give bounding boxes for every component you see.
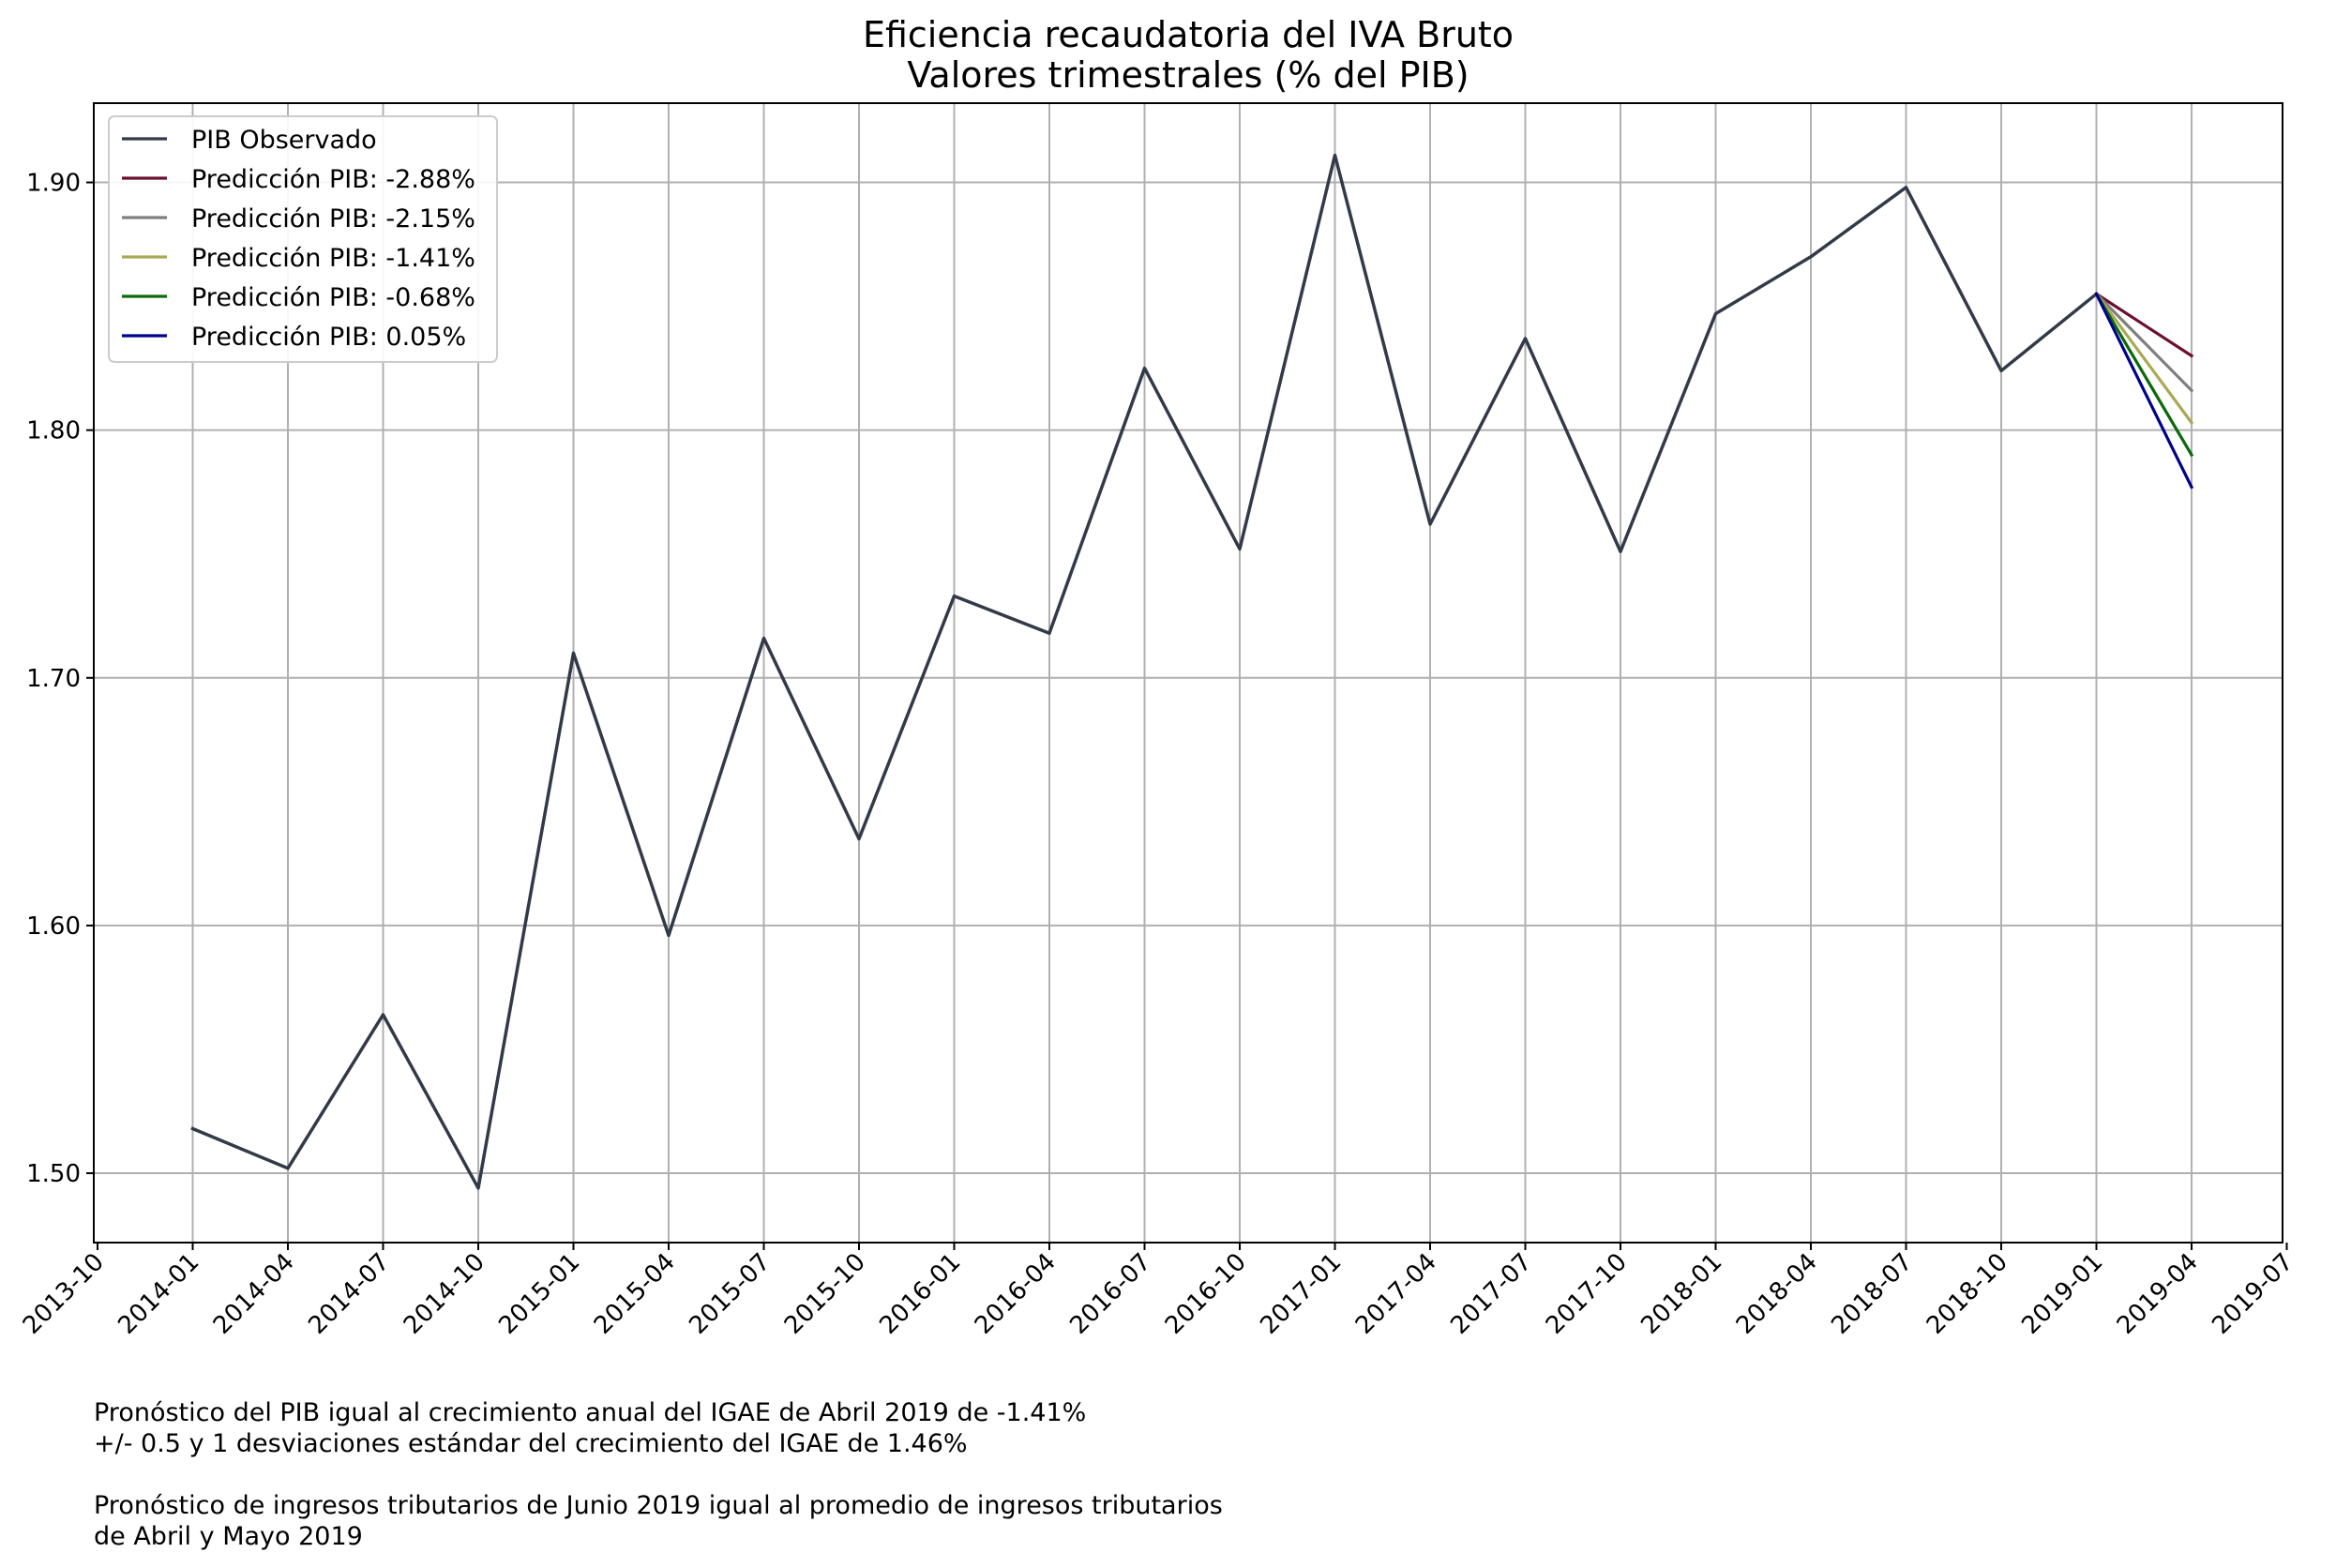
x-axis: 2013-10 2014-01 2014-04 2014-07 2014-10 2015-… (18, 1243, 2298, 1340)
footnotes: Pronóstico del PIB igual al crecimiento … (94, 1397, 1223, 1552)
x-tick-label: 2019-01 (2016, 1248, 2108, 1340)
series-line (2094, 292, 2194, 425)
note-line: Pronóstico del PIB igual al crecimiento … (94, 1398, 1087, 1427)
x-tick-label: 2019-07 (2207, 1248, 2298, 1340)
y-tick-label: 1.60 (26, 912, 81, 941)
series-line (2094, 292, 2194, 490)
y-tick-label: 1.90 (26, 170, 81, 198)
x-tick-label: 2017-04 (1350, 1248, 1442, 1340)
legend-label: PIB Observado (191, 126, 377, 155)
note-line: de Abril y Mayo 2019 (94, 1522, 363, 1551)
series-line (2094, 292, 2194, 358)
x-tick-label: 2018-10 (1922, 1248, 2013, 1340)
x-tick-label: 2016-01 (874, 1248, 966, 1340)
x-tick-label: 2017-10 (1541, 1248, 1633, 1340)
x-tick-label: 2014-04 (208, 1248, 300, 1340)
x-tick-label: 2015-07 (684, 1248, 776, 1340)
x-tick-label: 2016-07 (1064, 1248, 1156, 1340)
series-line (2094, 292, 2194, 393)
series-line (2094, 292, 2194, 458)
x-tick-label: 2018-07 (1826, 1248, 1918, 1340)
plot-frame (93, 102, 2283, 1244)
legend-label: Predicción PIB: -0.68% (191, 283, 475, 312)
x-tick-label: 2015-01 (493, 1248, 585, 1340)
legend: PIB Observado Predicción PIB: -2.88% Predi… (108, 115, 498, 363)
chart-title: Eficiencia recaudatoria del IVA Bruto (863, 14, 1514, 55)
legend-label: Predicción PIB: -1.41% (191, 244, 475, 273)
legend-box (108, 115, 498, 363)
y-tick-label: 1.80 (26, 417, 81, 445)
legend-label: Predicción PIB: -2.88% (191, 165, 475, 194)
x-tick-label: 2017-01 (1255, 1248, 1347, 1340)
x-tick-label: 2018-01 (1635, 1248, 1727, 1340)
note-line: +/- 0.5 y 1 desviaciones estándar del cr… (94, 1429, 968, 1458)
x-tick-label: 2014-07 (303, 1248, 395, 1340)
note-line: Pronóstico de ingresos tributarios de Ju… (94, 1491, 1223, 1520)
x-tick-label: 2016-04 (970, 1248, 1062, 1340)
series-lines (190, 153, 2194, 1190)
chart-subtitle: Valores trimestrales (% del PIB) (907, 54, 1469, 96)
legend-label: Predicción PIB: 0.05% (191, 323, 466, 352)
x-tick-label: 2014-10 (399, 1248, 490, 1340)
y-tick-label: 1.70 (26, 665, 81, 693)
y-axis: 1.50 1.60 1.70 1.80 1.90 (26, 170, 94, 1188)
x-tick-label: 2017-07 (1445, 1248, 1537, 1340)
series-line (190, 153, 2099, 1190)
x-tick-label: 2016-10 (1160, 1248, 1252, 1340)
x-tick-label: 2019-04 (2112, 1248, 2204, 1340)
x-tick-label: 2018-04 (1731, 1248, 1823, 1340)
x-tick-label: 2015-10 (779, 1248, 871, 1340)
x-tick-label: 2014-01 (113, 1248, 204, 1340)
y-tick-label: 1.50 (26, 1160, 81, 1188)
x-tick-label: 2015-04 (589, 1248, 681, 1340)
x-tick-label: 2013-10 (18, 1248, 110, 1340)
legend-label: Predicción PIB: -2.15% (191, 204, 475, 234)
